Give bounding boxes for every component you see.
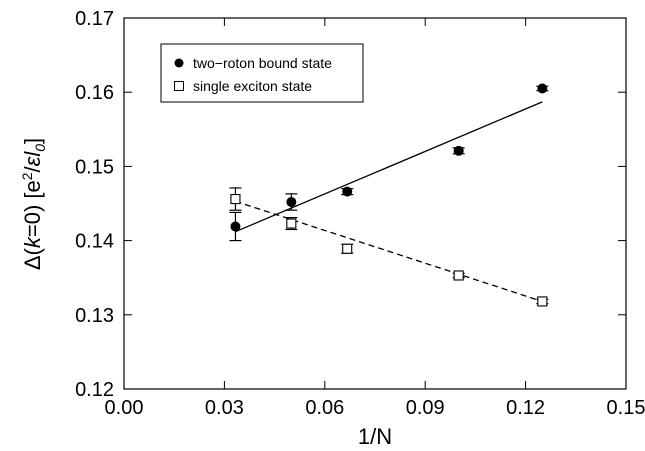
data-point-two-roton [230,221,241,232]
y-tick-label: 0.16 [75,82,114,104]
legend: two−roton bound state single exciton sta… [160,43,364,103]
fit-line-series-2 [235,200,543,303]
legend-label-single-exciton: single exciton state [193,78,312,94]
x-tick-label: 0.00 [105,397,144,419]
data-markers [230,83,548,307]
legend-label-two-roton: two−roton bound state [193,55,332,71]
x-axis-label: 1/N [358,424,392,449]
x-tick-label: 0.06 [305,397,344,419]
y-tick-labels: 0.12 0.13 0.14 0.15 0.16 0.17 [75,8,114,401]
data-point-single-exciton [537,296,548,307]
axis-ticks [123,17,627,390]
data-point-single-exciton [286,218,297,229]
y-tick-label: 0.14 [75,231,114,253]
legend-box [160,43,364,103]
data-point-single-exciton [342,243,353,254]
data-point-single-exciton [453,270,464,281]
plot-area [123,17,627,390]
y-tick-label: 0.15 [75,156,114,178]
x-tick-label: 0.03 [205,397,244,419]
fit-lines [235,101,543,303]
legend-marker-two-roton [174,58,184,68]
x-tick-label: 0.15 [607,397,645,419]
x-tick-labels: 0.00 0.03 0.06 0.09 0.12 0.15 [105,397,645,419]
data-point-two-roton [453,145,464,156]
y-axis-label: Δ(k=0) [e2/εl0] [19,138,48,270]
x-tick-label: 0.12 [506,397,545,419]
y-tick-label: 0.12 [75,379,114,401]
legend-marker-single-exciton [174,81,184,91]
y-tick-label: 0.17 [75,8,114,30]
fit-line-series-1 [235,101,543,233]
data-point-two-roton [537,83,548,94]
x-tick-label: 0.09 [406,397,445,419]
data-point-two-roton [342,186,353,197]
plot-frame [123,17,627,390]
data-point-two-roton [286,197,297,208]
y-tick-label: 0.13 [75,305,114,327]
data-point-single-exciton [230,193,241,205]
